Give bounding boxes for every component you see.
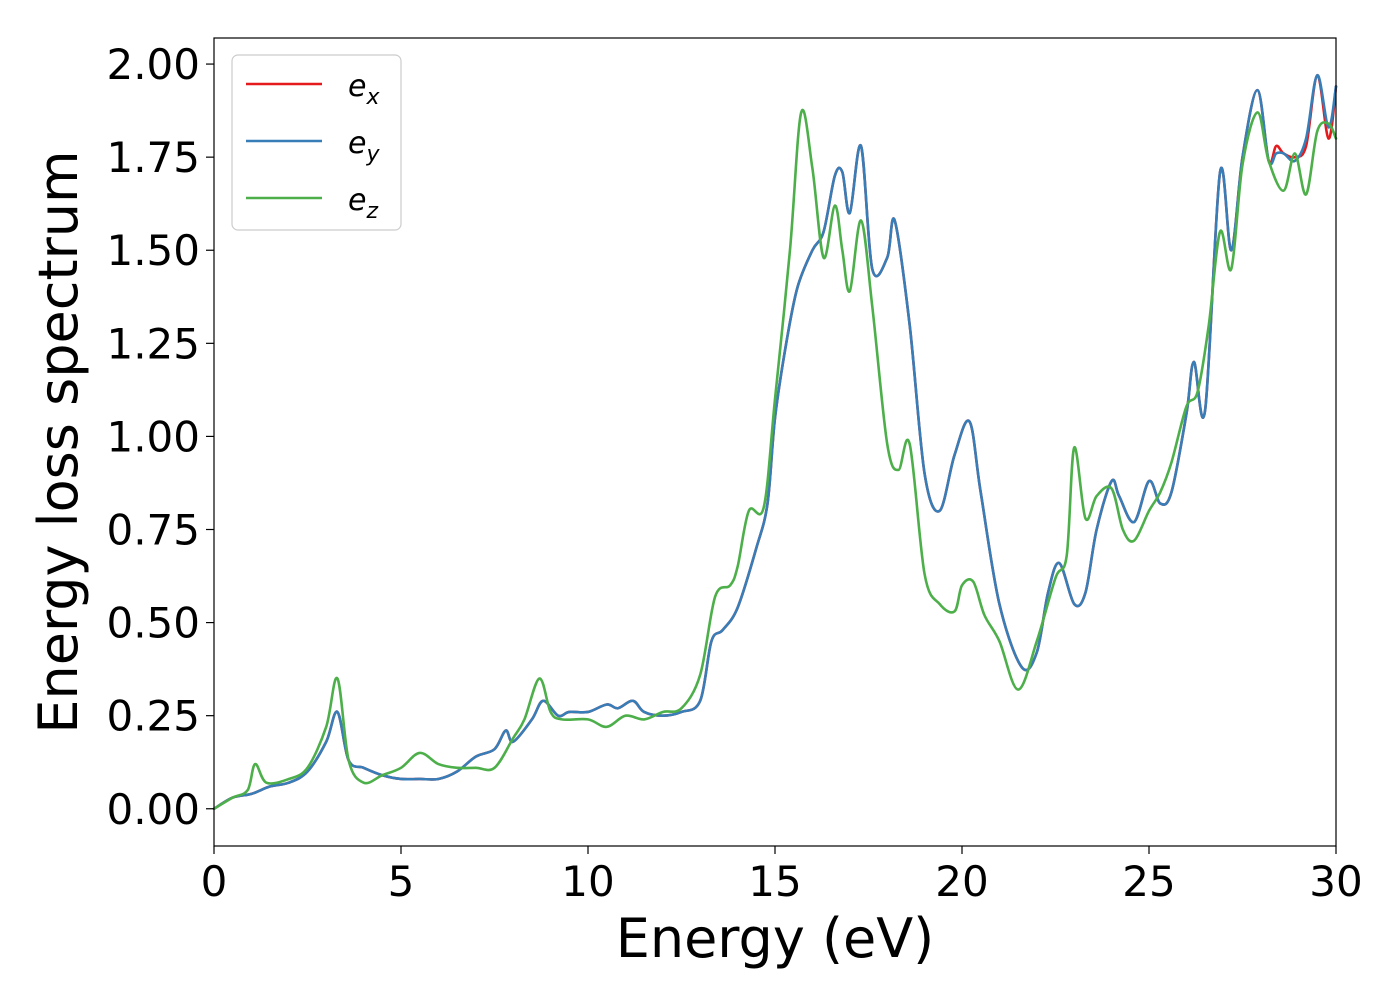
y-axis: 0.00 0.25 0.50 0.75 1.00 1.25 1.50 1.75 2.00 [106, 40, 214, 834]
y-tick-label: 0.50 [106, 599, 200, 648]
y-tick-label: 0.75 [106, 506, 200, 555]
legend-label-z: ez [348, 183, 378, 224]
x-axis-label: Energy (eV) [616, 907, 935, 970]
x-tick-label: 10 [561, 857, 614, 906]
x-tick-label: 30 [1309, 857, 1362, 906]
legend: ex ey ez [231, 54, 402, 231]
x-axis: 0 5 10 15 20 25 30 [201, 846, 1363, 906]
x-tick-label: 0 [201, 857, 228, 906]
y-tick-label: 1.75 [106, 133, 200, 182]
x-tick-label: 15 [748, 857, 801, 906]
y-tick-label: 0.00 [106, 785, 200, 834]
y-tick-label: 1.00 [106, 412, 200, 461]
y-tick-label: 1.50 [106, 226, 200, 275]
legend-box [231, 54, 402, 231]
y-tick-label: 1.25 [106, 319, 200, 368]
series-line-z [212, 108, 1338, 811]
x-tick-label: 20 [935, 857, 988, 906]
legend-label-y: ey [348, 126, 380, 167]
x-tick-label: 5 [388, 857, 415, 906]
y-tick-label: 2.00 [106, 40, 200, 89]
y-axis-label: Energy loss spectrum [27, 150, 90, 733]
series-layer [212, 73, 1338, 811]
x-tick-label: 25 [1122, 857, 1175, 906]
legend-label-x: ex [348, 69, 380, 110]
y-tick-label: 0.25 [106, 692, 200, 741]
